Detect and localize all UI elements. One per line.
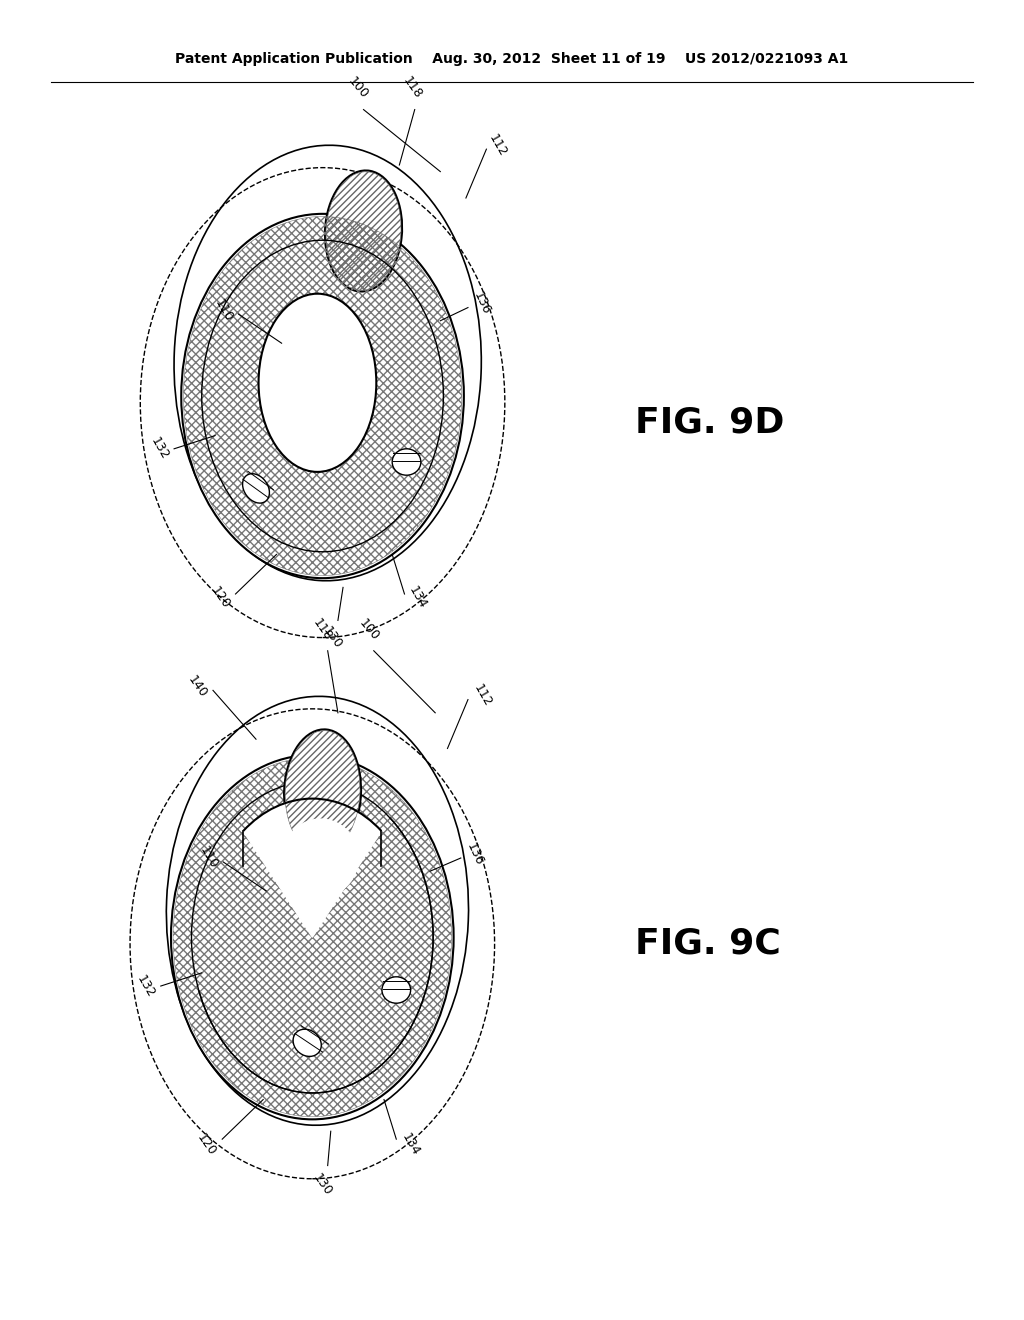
Text: 112: 112 bbox=[486, 132, 510, 158]
Text: 120: 120 bbox=[208, 585, 232, 611]
Ellipse shape bbox=[382, 977, 411, 1003]
Text: 100: 100 bbox=[346, 75, 371, 102]
Text: 132: 132 bbox=[133, 973, 157, 999]
Ellipse shape bbox=[258, 293, 377, 473]
Ellipse shape bbox=[392, 449, 421, 475]
Text: 130: 130 bbox=[310, 1171, 335, 1197]
Text: 132: 132 bbox=[147, 436, 171, 462]
Wedge shape bbox=[244, 799, 381, 937]
Text: 134: 134 bbox=[399, 1131, 423, 1158]
Ellipse shape bbox=[243, 474, 269, 503]
Ellipse shape bbox=[283, 818, 358, 898]
Text: 112: 112 bbox=[471, 682, 495, 709]
Text: 100: 100 bbox=[356, 616, 381, 643]
Ellipse shape bbox=[293, 1030, 322, 1056]
Text: 120: 120 bbox=[194, 1131, 218, 1158]
Text: 136: 136 bbox=[464, 841, 485, 867]
Ellipse shape bbox=[325, 170, 402, 292]
Text: 118: 118 bbox=[310, 616, 335, 643]
Text: Patent Application Publication    Aug. 30, 2012  Sheet 11 of 19    US 2012/02210: Patent Application Publication Aug. 30, … bbox=[175, 53, 849, 66]
Text: 134: 134 bbox=[407, 585, 430, 611]
Circle shape bbox=[181, 214, 464, 578]
Text: 110: 110 bbox=[197, 845, 220, 871]
Text: 118: 118 bbox=[400, 75, 425, 102]
Text: 110: 110 bbox=[212, 297, 236, 323]
Text: FIG. 9D: FIG. 9D bbox=[635, 405, 784, 440]
Circle shape bbox=[171, 755, 454, 1119]
Text: FIG. 9C: FIG. 9C bbox=[635, 927, 780, 961]
Text: 130: 130 bbox=[321, 624, 345, 651]
Ellipse shape bbox=[284, 730, 361, 854]
Text: 140: 140 bbox=[185, 673, 210, 700]
Text: 136: 136 bbox=[471, 290, 493, 317]
